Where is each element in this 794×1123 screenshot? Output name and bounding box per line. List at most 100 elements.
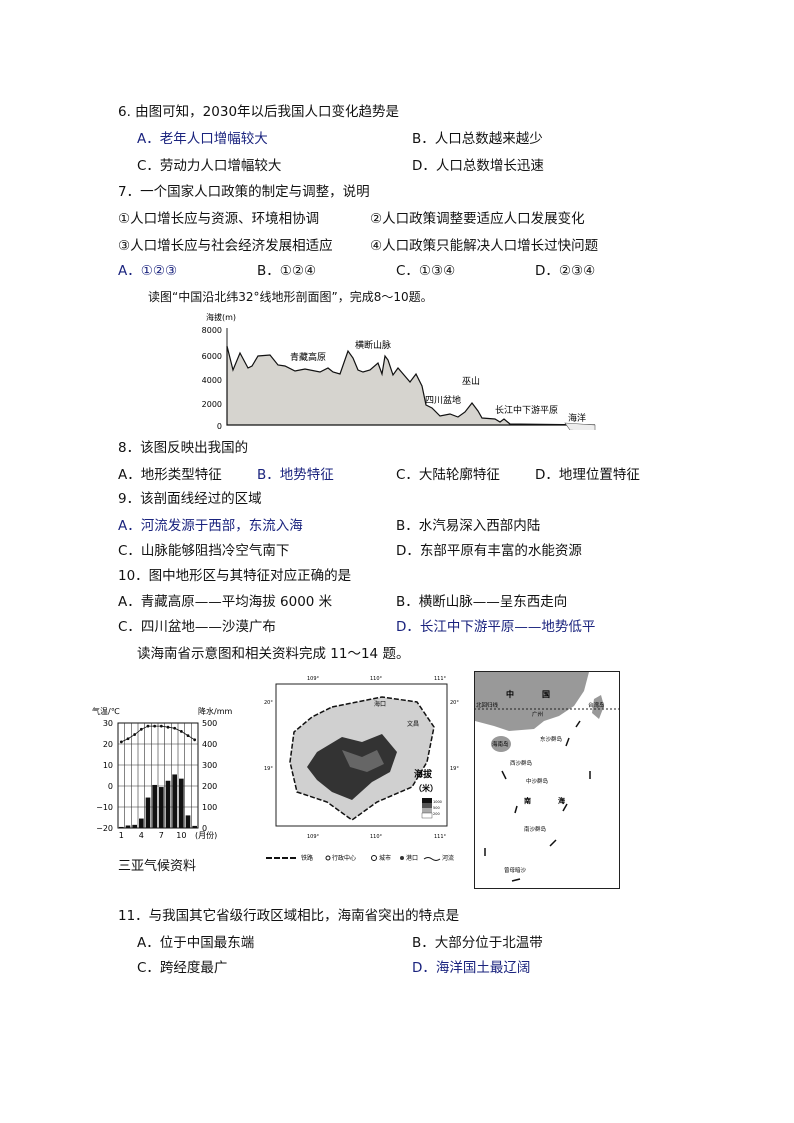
- temp-point: [173, 726, 177, 730]
- precip-bar: [159, 787, 164, 828]
- q7-option-d: D．②③④: [535, 263, 596, 279]
- temp-tick: 0: [108, 782, 113, 791]
- precip-tick: 300: [202, 761, 217, 770]
- temp-point: [166, 725, 170, 729]
- q8-option-a: A．地形类型特征: [118, 467, 222, 483]
- temp-point: [146, 724, 150, 728]
- precip-tick: 500: [202, 719, 217, 728]
- precip-bar: [139, 818, 144, 828]
- q7-statement-1: ①人口增长应与资源、环境相协调: [118, 211, 320, 227]
- mainland-china: [475, 672, 589, 731]
- q8-option-c: C．大陆轮廓特征: [396, 467, 500, 483]
- temp-point: [186, 734, 190, 737]
- precip-bar: [192, 825, 197, 828]
- legend-admin-center: 行政中心: [332, 854, 356, 862]
- month-tick: 7: [159, 831, 164, 840]
- intro-11-14: 读海南省示意图和相关资料完成 11～14 题。: [137, 646, 410, 662]
- x-axis-label: (月份): [195, 830, 217, 840]
- label-changjiang: 长江中下游平原: [495, 404, 558, 416]
- precip-bar: [132, 824, 137, 828]
- precip-bar: [172, 774, 177, 828]
- q11-option-d: D．海洋国土最辽阔: [412, 960, 531, 976]
- climate-caption: 三亚气候资料: [118, 859, 197, 874]
- temp-point: [153, 724, 157, 728]
- temp-point: [139, 727, 143, 731]
- month-tick: 1: [119, 831, 124, 840]
- temp-point: [119, 740, 123, 744]
- q7-option-c: C．①③④: [396, 263, 456, 279]
- precip-axis-label: 降水/mm: [198, 706, 232, 716]
- lat-tick: 19°: [450, 766, 459, 772]
- legend-railway: 铁路: [301, 854, 313, 862]
- temp-tick: 10: [103, 761, 113, 770]
- label-hengduan: 横断山脉: [355, 339, 391, 351]
- q10-option-b: B．横断山脉——呈东西走向: [396, 594, 568, 610]
- label-taiwan: 台湾岛: [588, 701, 605, 709]
- lon-tick: 111°: [434, 834, 447, 840]
- label-dongsha: 东沙群岛: [540, 735, 563, 743]
- hainan-shape: [491, 736, 511, 752]
- label-ocean: 海洋: [568, 412, 586, 424]
- profile-tick: 2000: [202, 400, 222, 409]
- precip-bar: [152, 784, 157, 828]
- q9-option-c: C．山脉能够阻挡冷空气南下: [118, 543, 290, 559]
- precip-tick: 400: [202, 740, 217, 749]
- q8-option-b: B．地势特征: [257, 467, 334, 483]
- terrain-profile-figure: 海拔(m) 8000 6000 4000 2000 0 青藏高原 横断山脉 巫山…: [202, 312, 596, 430]
- lon-tick: 111°: [434, 676, 447, 682]
- q7-option-b: B．①②④: [257, 263, 317, 279]
- q10-option-a: A．青藏高原——平均海拔 6000 米: [118, 594, 333, 610]
- lon-tick: 109°: [307, 676, 320, 682]
- elev-swatch: [422, 798, 432, 803]
- q11-option-c: C．跨经度最广: [137, 960, 228, 976]
- q10-option-c: C．四川盆地——沙漠广布: [118, 619, 276, 635]
- precip-bar: [179, 778, 184, 828]
- label-guangzhou: 广州: [532, 710, 543, 718]
- city-wenchang: 文昌: [407, 720, 419, 728]
- q9-option-a: A．河流发源于西部，东流入海: [118, 518, 303, 534]
- lon-tick: 109°: [307, 834, 320, 840]
- lon-tick: 110°: [370, 834, 383, 840]
- lon-tick: 110°: [370, 676, 383, 682]
- q7-statement-4: ④人口政策只能解决人口增长过快问题: [370, 238, 599, 254]
- q7-option-a: A．①②③: [118, 263, 178, 279]
- q6-option-c: C．劳动力人口增幅较大: [137, 158, 282, 174]
- q8-stem: 8．该图反映出我国的: [118, 440, 249, 456]
- temp-point: [179, 730, 183, 733]
- temp-point: [193, 738, 197, 742]
- month-tick: 10: [176, 831, 186, 840]
- elevation-legend-unit: （米）: [414, 783, 438, 793]
- q6-option-d: D．人口总数增长迅速: [412, 158, 544, 174]
- elev-swatch: [422, 808, 432, 813]
- profile-tick: 6000: [202, 352, 222, 361]
- map-legend: 铁路 行政中心 城市 港口 河流: [266, 854, 454, 862]
- elevation-legend-title: 海拔: [414, 768, 433, 780]
- lat-tick: 20°: [450, 700, 459, 706]
- label-zhongsha: 中沙群岛: [526, 777, 549, 785]
- label-china-1: 中: [506, 689, 514, 699]
- q11-option-b: B．大部分位于北温带: [412, 935, 543, 951]
- elev-class: 500: [433, 806, 440, 810]
- legend-port: 港口: [406, 854, 418, 862]
- profile-tick: 4000: [202, 376, 222, 385]
- lat-tick: 20°: [264, 700, 273, 706]
- q7-stem: 7．一个国家人口政策的制定与调整，说明: [118, 184, 370, 200]
- label-south: 南: [524, 796, 531, 805]
- elev-swatch: [422, 803, 432, 808]
- label-china-2: 国: [542, 689, 550, 699]
- temp-axis-label: 气温/℃: [92, 706, 120, 716]
- city-haikou: 海口: [374, 700, 386, 708]
- nine-dash-line: [484, 720, 591, 882]
- q10-option-d: D．长江中下游平原——地势低平: [396, 619, 596, 635]
- temp-point: [159, 724, 163, 728]
- precip-bar: [125, 825, 131, 828]
- temp-tick: 30: [103, 719, 113, 728]
- profile-tick: 0: [217, 422, 222, 430]
- temp-tick: 20: [103, 740, 113, 749]
- label-sea: 海: [558, 796, 565, 805]
- q11-stem: 11．与我国其它省级行政区域相比，海南省突出的特点是: [118, 908, 460, 924]
- temp-point: [126, 737, 130, 741]
- elev-swatch: [421, 812, 433, 819]
- q6-stem: 6. 由图可知，2030年以后我国人口变化趋势是: [118, 104, 400, 120]
- label-zengmu: 曾母暗沙: [504, 866, 527, 874]
